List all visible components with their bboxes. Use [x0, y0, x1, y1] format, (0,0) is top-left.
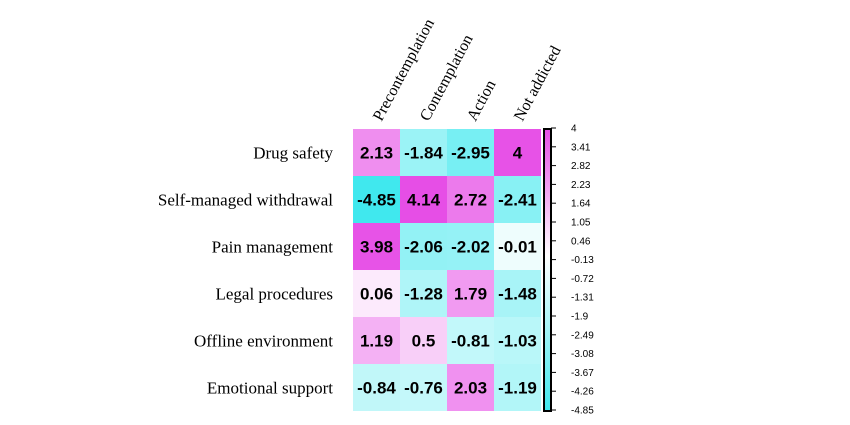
heatmap-cell — [447, 223, 494, 270]
scale-tick-label: -3.08 — [571, 349, 594, 360]
cell-value-label: 2.13 — [360, 144, 393, 163]
cell-value-label: 4 — [513, 144, 523, 163]
cell-value-label: -2.02 — [451, 238, 490, 257]
heatmap-cell — [353, 270, 400, 317]
cell-value-label: 2.72 — [454, 191, 487, 210]
scale-tick-label: 3.41 — [571, 142, 591, 153]
heatmap-cell — [494, 129, 541, 176]
cell-value-label: 1.19 — [360, 332, 393, 351]
scale-tick-label: -0.13 — [571, 255, 594, 266]
heatmap-cell — [494, 270, 541, 317]
scale-tick-label: -1.9 — [571, 312, 589, 323]
cell-value-label: -0.76 — [404, 379, 443, 398]
cell-value-label: -2.41 — [498, 191, 537, 210]
row-label: Legal procedures — [215, 285, 333, 304]
color-scale-bar — [543, 128, 552, 412]
scale-tick-label: 2.23 — [571, 180, 591, 191]
row-label: Self-managed withdrawal — [158, 191, 333, 210]
cell-value-label: -2.06 — [404, 238, 443, 257]
heatmap-cell — [447, 317, 494, 364]
cell-value-label: -0.84 — [357, 379, 396, 398]
cell-value-label: 2.03 — [454, 379, 487, 398]
cell-value-label: 1.79 — [454, 285, 487, 304]
heatmap-cell — [494, 364, 541, 411]
heatmap-cell — [353, 176, 400, 223]
heatmap-cell — [447, 129, 494, 176]
heatmap-cells: 2.13 -1.84 -2.95 4 -4.85 4.14 2.72 -2.41 3.98 -2.… — [353, 129, 541, 411]
scale-tick-label: 1.64 — [571, 199, 591, 210]
heatmap-cell — [494, 223, 541, 270]
heatmap-cell — [400, 364, 447, 411]
scale-tick-label: -1.31 — [571, 293, 594, 304]
cell-value-label: 0.06 — [360, 285, 393, 304]
heatmap-cell — [447, 270, 494, 317]
heatmap-cell — [353, 223, 400, 270]
heatmap-cell — [353, 364, 400, 411]
heatmap-cell — [400, 176, 447, 223]
scale-tick-label: -0.72 — [571, 274, 594, 285]
row-label: Pain management — [212, 238, 334, 257]
heatmap-cell — [447, 364, 494, 411]
scale-tick-label: 0.46 — [571, 236, 591, 247]
row-label: Drug safety — [253, 144, 333, 163]
cell-value-label: 3.98 — [360, 238, 393, 257]
heatmap-cell — [400, 270, 447, 317]
heatmap-cell — [400, 129, 447, 176]
row-label: Emotional support — [207, 379, 333, 398]
cell-value-label: -1.03 — [498, 332, 537, 351]
cell-value-label: -1.48 — [498, 285, 537, 304]
color-scale-legend: 4 3.41 2.82 2.23 1.64 1.05 0.46 -0.13 -0.72 -1.31… — [543, 124, 594, 417]
heatmap-cell — [400, 223, 447, 270]
cell-value-label: 4.14 — [407, 191, 441, 210]
heatmap-cell — [447, 176, 494, 223]
heatmap-cell — [400, 317, 447, 364]
cell-value-label: -4.85 — [357, 191, 396, 210]
scale-tick-label: 1.05 — [571, 218, 591, 229]
heatmap-cell — [353, 129, 400, 176]
cell-value-label: -0.81 — [451, 332, 490, 351]
scale-tick-label: -4.85 — [571, 406, 594, 417]
cell-value-label: -1.28 — [404, 285, 443, 304]
row-label: Offline environment — [194, 332, 333, 351]
row-labels: Drug safety Self-managed withdrawal Pain m… — [158, 144, 334, 398]
heatmap-cell — [494, 317, 541, 364]
scale-tick-label: 4 — [571, 124, 577, 135]
scale-tick-label: -3.67 — [571, 368, 594, 379]
cell-value-label: 0.5 — [412, 332, 436, 351]
column-label: Not addicted — [511, 43, 565, 124]
heatmap-cell — [494, 176, 541, 223]
cell-value-label: -0.01 — [498, 238, 537, 257]
cell-value-label: -1.19 — [498, 379, 537, 398]
cell-value-label: -1.84 — [404, 144, 443, 163]
cell-value-label: -2.95 — [451, 144, 490, 163]
column-label: Action — [464, 77, 499, 123]
scale-tick-label: 2.82 — [571, 161, 591, 172]
heatmap-cell — [353, 317, 400, 364]
scale-tick-label: -4.26 — [571, 387, 594, 398]
scale-tick-label: -2.49 — [571, 330, 594, 341]
